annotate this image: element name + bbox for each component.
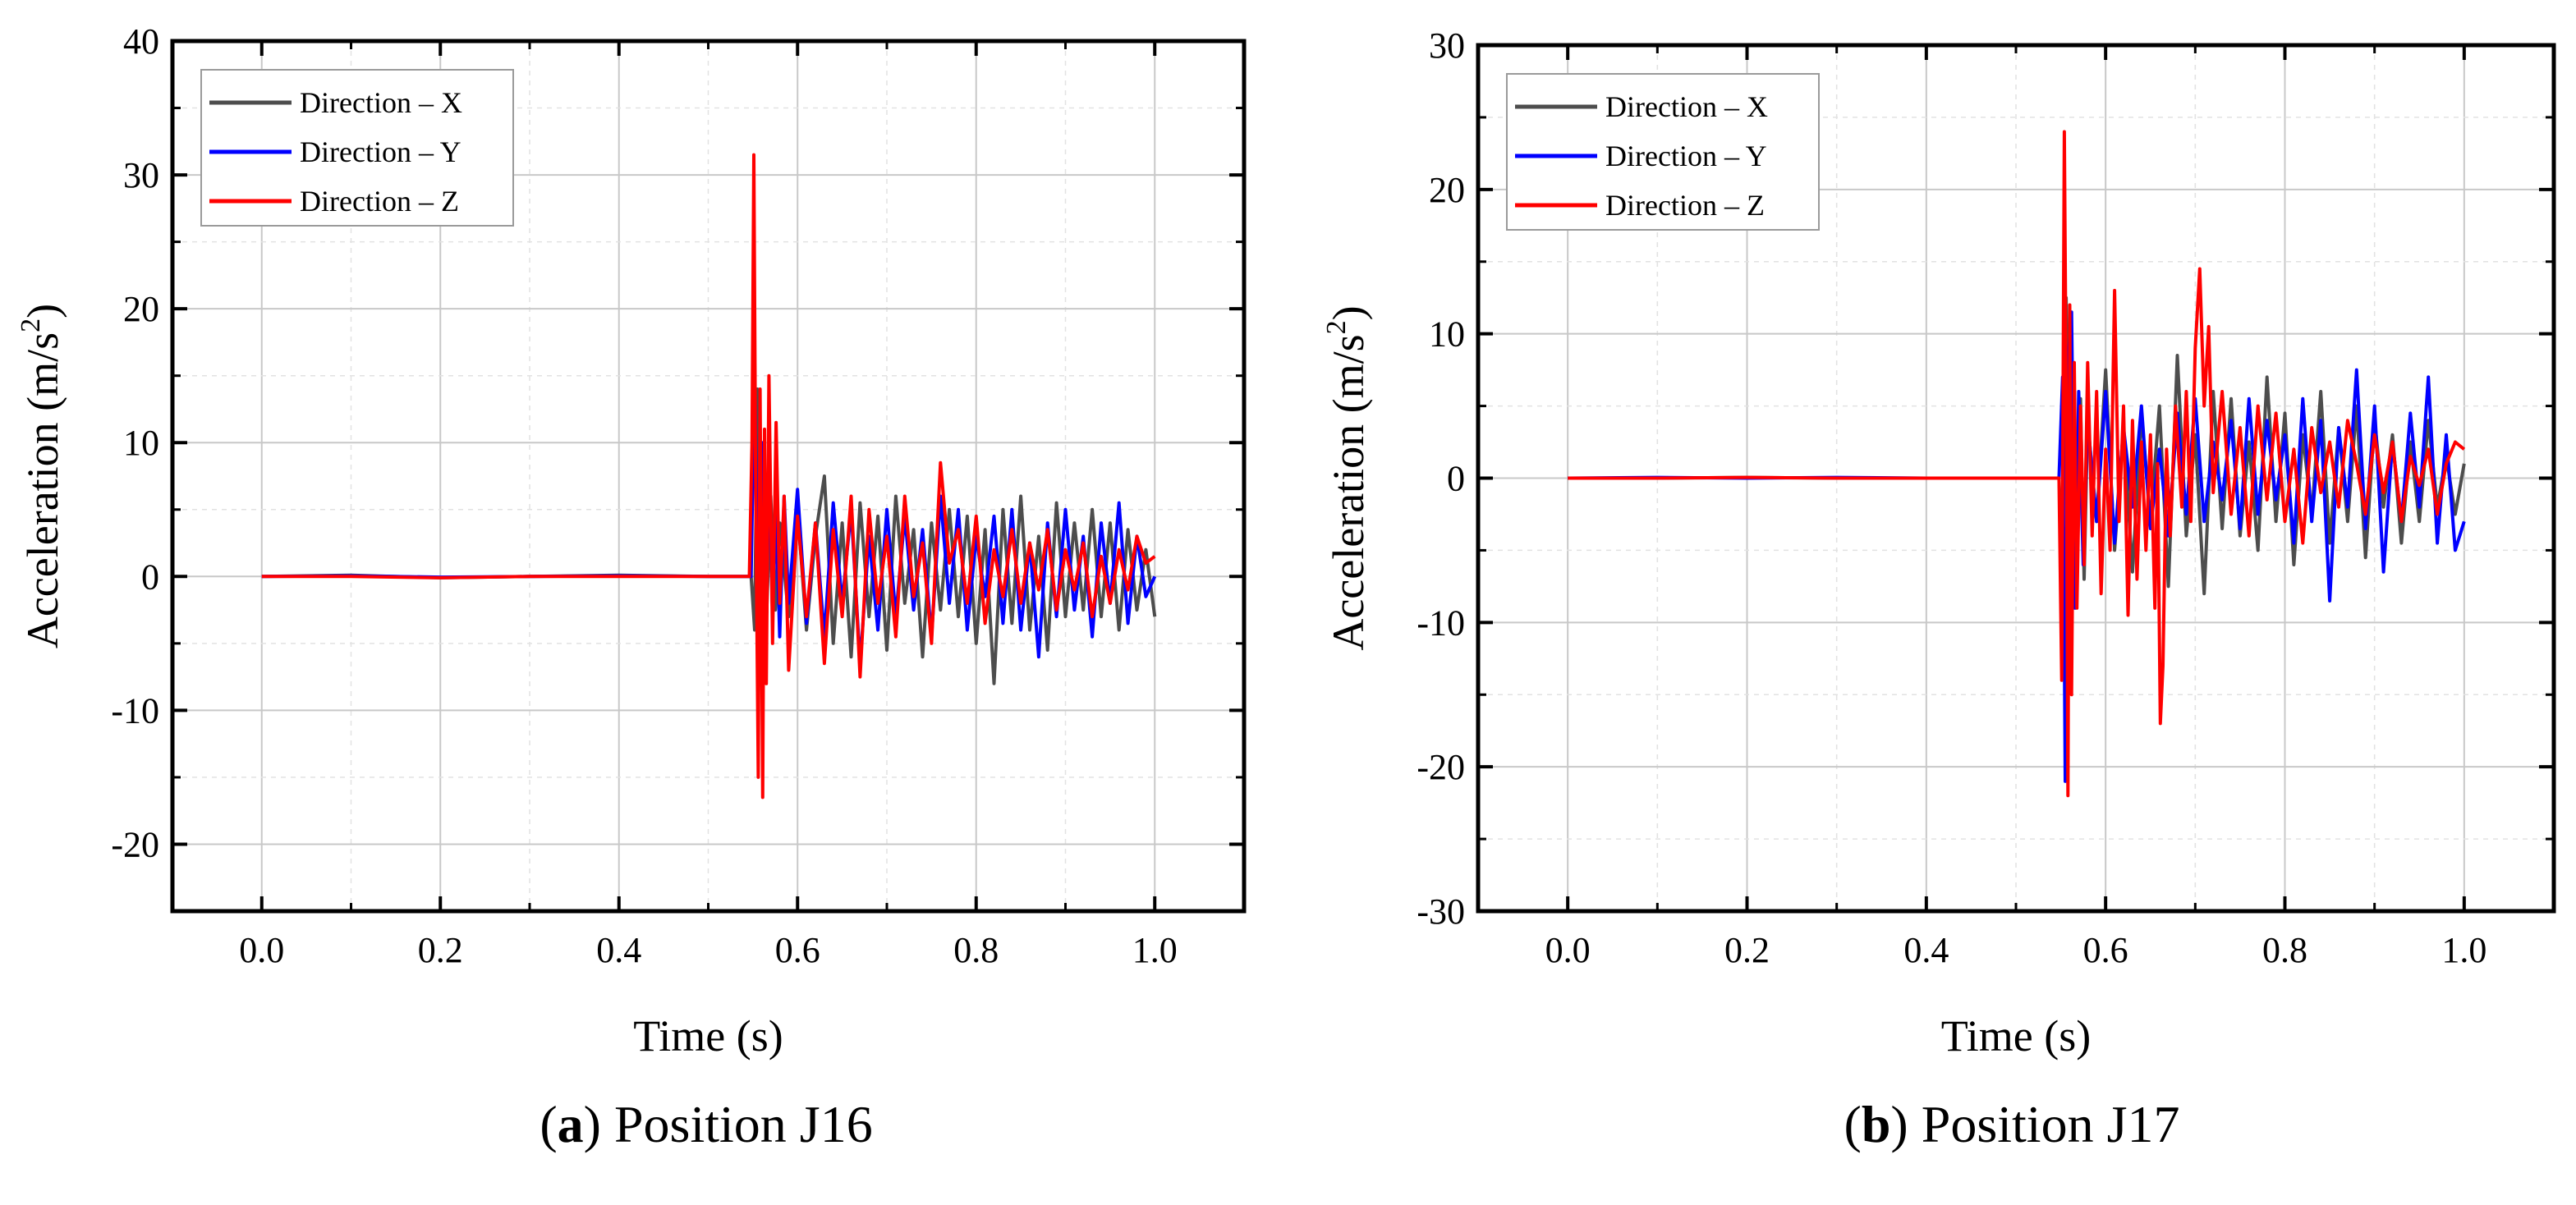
legend-label-z: Direction – Z: [1605, 189, 1765, 222]
legend-label-x: Direction – X: [1605, 90, 1768, 123]
y-axis-title-main: Acceleration (m/s: [1324, 334, 1373, 650]
y-axis-title-close: ): [18, 304, 67, 318]
y-tick-label: 30: [123, 155, 159, 195]
chart-panel-b: 0.0 0.2 0.4 0.6 0.8 1.0 -30 -20 -10 0 10 20 30 Time …: [1321, 25, 2556, 1061]
y-axis-title: Acceleration (m/s2): [1321, 305, 1373, 650]
y-tick-label: -10: [111, 690, 159, 731]
y-tick-label: -30: [1417, 891, 1465, 932]
x-tick-label: 0.6: [775, 930, 820, 970]
caption-open: (: [540, 1095, 558, 1153]
x-tick-label: 0.8: [953, 930, 999, 970]
y-tick-label: 0: [141, 557, 159, 597]
x-axis-title: Time (s): [633, 1011, 783, 1061]
y-axis-title-main: Acceleration (m/s: [18, 332, 67, 648]
caption-panel-b: (b) Position J17: [1470, 1088, 2554, 1161]
y-axis-title-sup: 2: [1321, 320, 1352, 334]
series-lines: [1568, 130, 2466, 798]
axis-ticks: [1478, 44, 2555, 913]
x-tick-label: 0.2: [1724, 930, 1770, 970]
y-axis-title-sup: 2: [16, 318, 46, 332]
series-line-z: [1568, 130, 2466, 798]
caption-text: Position J17: [1921, 1095, 2180, 1153]
y-tick-label: 20: [1429, 170, 1465, 210]
tick-labels: 0.0 0.2 0.4 0.6 0.8 1.0 -20 -10 0 10 20 30 40: [111, 21, 1177, 970]
x-axis-title: Time (s): [1941, 1011, 2092, 1061]
y-axis-title: Acceleration (m/s2): [16, 304, 67, 648]
legend: Direction – X Direction – Y Direction – …: [200, 69, 514, 227]
y-tick-label: 10: [123, 423, 159, 463]
y-tick-label: -10: [1417, 602, 1465, 643]
caption-letter: b: [1861, 1095, 1891, 1153]
y-tick-label: -20: [1417, 747, 1465, 787]
x-tick-label: 0.2: [418, 930, 463, 970]
y-axis-title-close: ): [1324, 305, 1373, 320]
chart-panel-a: 0.0 0.2 0.4 0.6 0.8 1.0 -20 -10 0 10 20 30 40 Time (…: [16, 21, 1247, 1061]
x-tick-label: 0.4: [596, 930, 641, 970]
x-tick-label: 0.0: [239, 930, 284, 970]
x-tick-label: 0.8: [2262, 930, 2307, 970]
tick-labels: 0.0 0.2 0.4 0.6 0.8 1.0 -30 -20 -10 0 10 20 30: [1417, 25, 2486, 970]
legend: Direction – X Direction – Y Direction – …: [1506, 73, 1820, 231]
y-tick-label: 20: [123, 289, 159, 329]
x-tick-label: 1.0: [2441, 930, 2486, 970]
y-tick-label: 10: [1429, 314, 1465, 355]
series-lines: [261, 153, 1157, 800]
caption-open: (: [1844, 1095, 1862, 1153]
x-tick-label: 0.4: [1903, 930, 1949, 970]
caption-close: ): [583, 1095, 601, 1153]
y-tick-label: -20: [111, 824, 159, 864]
legend-label-z: Direction – Z: [300, 185, 459, 218]
y-tick-label: 30: [1429, 25, 1465, 66]
caption-letter: a: [557, 1095, 584, 1153]
axis-ticks: [172, 39, 1246, 911]
caption-panel-a: (a) Position J16: [164, 1088, 1248, 1161]
y-tick-label: 40: [123, 21, 159, 62]
caption-close: ): [1890, 1095, 1908, 1153]
x-tick-label: 0.6: [2083, 930, 2128, 970]
series-line-z: [261, 153, 1156, 800]
legend-label-y: Direction – Y: [300, 135, 461, 168]
x-tick-label: 1.0: [1132, 930, 1178, 970]
caption-text: Position J16: [613, 1095, 873, 1153]
x-tick-label: 0.0: [1545, 930, 1591, 970]
y-tick-label: 0: [1447, 459, 1465, 499]
legend-label-y: Direction – Y: [1605, 140, 1767, 172]
legend-label-x: Direction – X: [300, 86, 462, 119]
